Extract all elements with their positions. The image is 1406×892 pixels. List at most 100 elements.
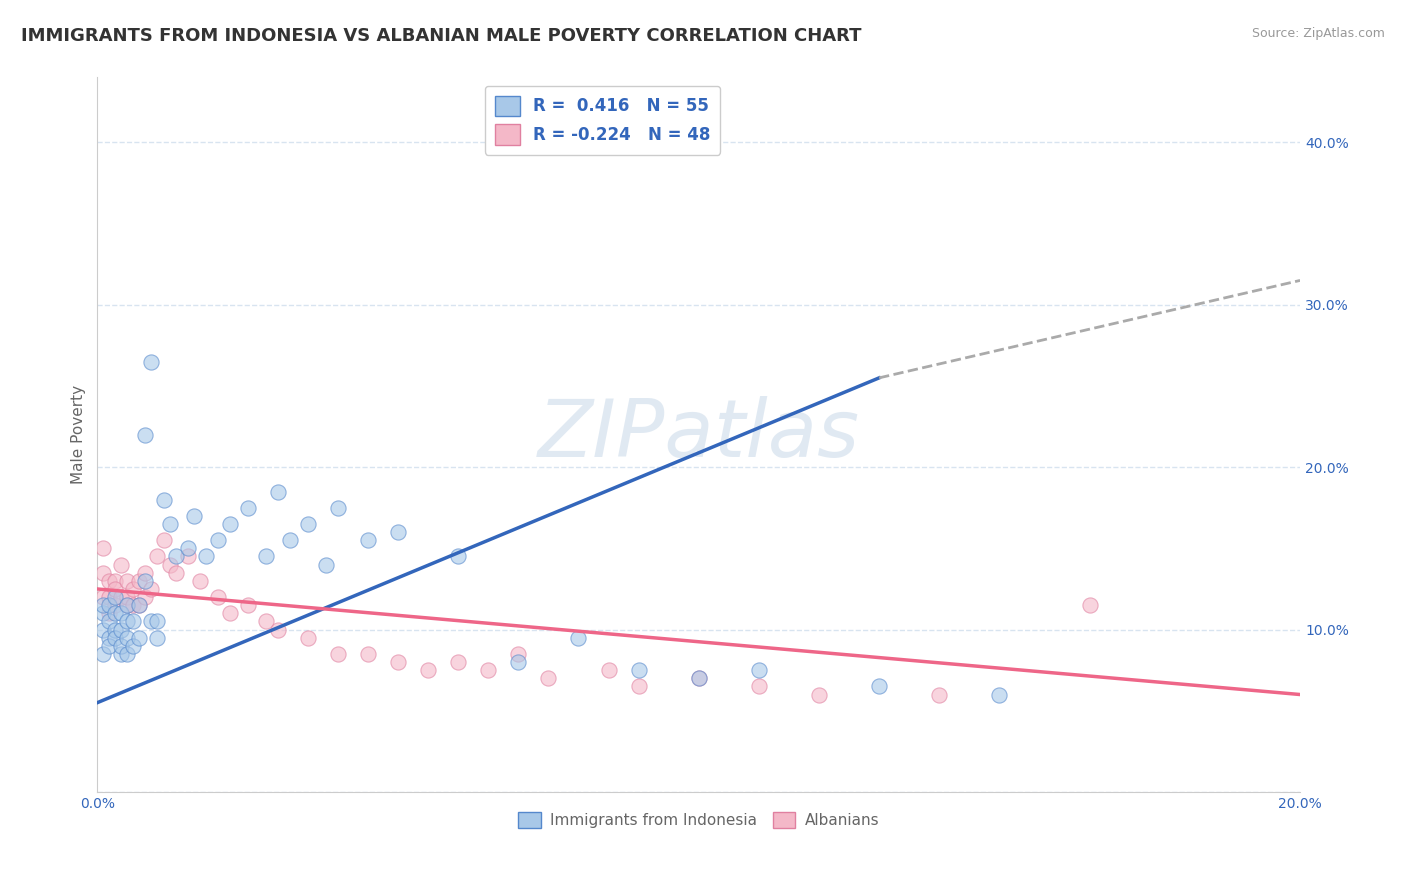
Point xyxy=(122,615,145,629)
Point xyxy=(104,631,127,645)
Point xyxy=(278,533,301,548)
Point xyxy=(152,533,174,548)
Point xyxy=(254,549,277,564)
Point xyxy=(807,688,830,702)
Point xyxy=(117,631,139,645)
Point xyxy=(98,574,121,588)
Point xyxy=(447,549,470,564)
Point xyxy=(93,590,115,604)
Point xyxy=(93,623,115,637)
Point xyxy=(146,631,169,645)
Point xyxy=(297,631,319,645)
Point xyxy=(93,566,115,580)
Point xyxy=(748,680,770,694)
Point xyxy=(688,671,710,685)
Point xyxy=(218,516,240,531)
Point xyxy=(141,615,163,629)
Point xyxy=(567,631,589,645)
Point xyxy=(176,541,198,556)
Point xyxy=(627,680,650,694)
Point xyxy=(159,516,181,531)
Point xyxy=(98,590,121,604)
Point xyxy=(93,647,115,661)
Point xyxy=(134,566,156,580)
Point xyxy=(98,607,121,621)
Point xyxy=(117,598,139,612)
Point xyxy=(134,427,156,442)
Point xyxy=(254,615,277,629)
Point xyxy=(188,574,211,588)
Point xyxy=(117,598,139,612)
Point xyxy=(110,647,132,661)
Point xyxy=(207,533,229,548)
Point xyxy=(928,688,950,702)
Point xyxy=(117,590,139,604)
Point xyxy=(117,647,139,661)
Point xyxy=(218,607,240,621)
Point xyxy=(387,525,409,540)
Point xyxy=(598,663,620,677)
Point xyxy=(267,484,290,499)
Point xyxy=(387,655,409,669)
Text: Source: ZipAtlas.com: Source: ZipAtlas.com xyxy=(1251,27,1385,40)
Point xyxy=(122,639,145,653)
Point xyxy=(98,598,121,612)
Point xyxy=(98,631,121,645)
Text: ZIPatlas: ZIPatlas xyxy=(537,396,860,474)
Point xyxy=(416,663,439,677)
Point xyxy=(537,671,560,685)
Point xyxy=(477,663,499,677)
Point xyxy=(146,549,169,564)
Point xyxy=(152,492,174,507)
Point xyxy=(988,688,1011,702)
Point xyxy=(748,663,770,677)
Point xyxy=(207,590,229,604)
Point xyxy=(627,663,650,677)
Point xyxy=(194,549,217,564)
Point xyxy=(93,607,115,621)
Point xyxy=(110,590,132,604)
Point xyxy=(165,549,187,564)
Point xyxy=(128,631,150,645)
Point xyxy=(315,558,337,572)
Point xyxy=(688,671,710,685)
Text: IMMIGRANTS FROM INDONESIA VS ALBANIAN MALE POVERTY CORRELATION CHART: IMMIGRANTS FROM INDONESIA VS ALBANIAN MA… xyxy=(21,27,862,45)
Point xyxy=(267,623,290,637)
Point xyxy=(141,354,163,368)
Point xyxy=(93,598,115,612)
Point xyxy=(122,598,145,612)
Point xyxy=(110,607,132,621)
Point xyxy=(868,680,890,694)
Point xyxy=(1078,598,1101,612)
Point xyxy=(134,574,156,588)
Point xyxy=(104,582,127,596)
Point xyxy=(236,500,259,515)
Point xyxy=(141,582,163,596)
Point xyxy=(117,615,139,629)
Point xyxy=(128,574,150,588)
Point xyxy=(110,558,132,572)
Point xyxy=(104,598,127,612)
Point xyxy=(104,607,127,621)
Point xyxy=(98,639,121,653)
Point xyxy=(357,533,380,548)
Point xyxy=(326,500,349,515)
Legend: Immigrants from Indonesia, Albanians: Immigrants from Indonesia, Albanians xyxy=(512,806,886,834)
Point xyxy=(297,516,319,531)
Point xyxy=(326,647,349,661)
Point xyxy=(146,615,169,629)
Point xyxy=(159,558,181,572)
Point xyxy=(128,598,150,612)
Point xyxy=(128,598,150,612)
Point xyxy=(93,541,115,556)
Point xyxy=(104,623,127,637)
Point xyxy=(117,574,139,588)
Point xyxy=(508,655,530,669)
Point xyxy=(236,598,259,612)
Y-axis label: Male Poverty: Male Poverty xyxy=(72,385,86,484)
Point xyxy=(508,647,530,661)
Point xyxy=(104,574,127,588)
Point xyxy=(176,549,198,564)
Point xyxy=(183,508,205,523)
Point xyxy=(357,647,380,661)
